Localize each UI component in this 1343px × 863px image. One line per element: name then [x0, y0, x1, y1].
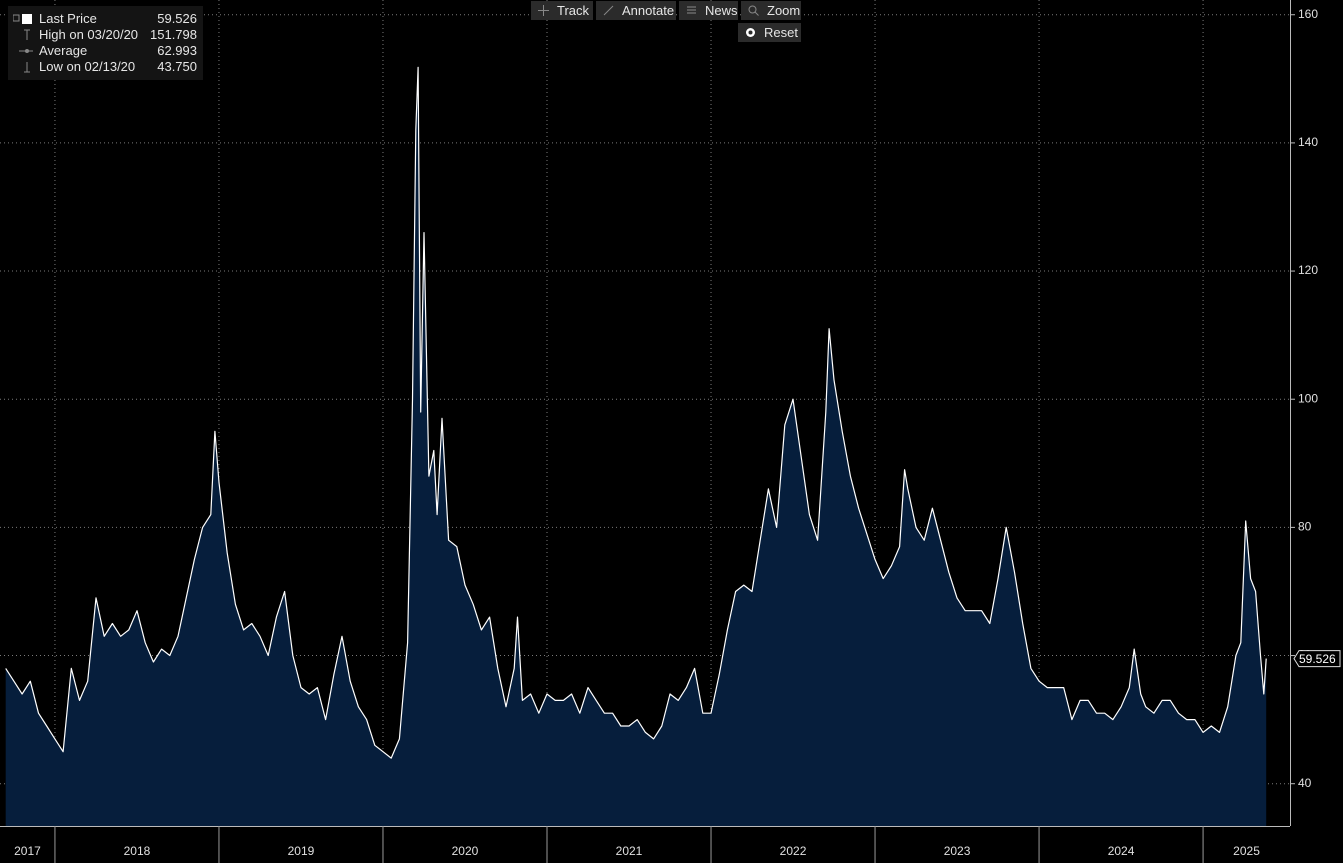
icon — [748, 5, 759, 16]
legend-row: High on 03/20/20 151.798 — [8, 27, 203, 43]
icon — [687, 6, 696, 14]
x-tick-label: 2022 — [780, 844, 807, 858]
legend-icon — [13, 14, 32, 24]
legend-icon — [24, 62, 30, 73]
button-label: Zoom — [767, 3, 801, 18]
news-button[interactable]: News — [679, 1, 738, 20]
x-tick-label: 2020 — [452, 844, 479, 858]
x-tick-label: 2024 — [1108, 844, 1135, 858]
legend-value: 59.526 — [157, 11, 197, 26]
x-tick-label: 2019 — [288, 844, 315, 858]
x-tick-label: 2017 — [14, 844, 41, 858]
legend-row: Average 62.993 — [8, 43, 203, 59]
x-tick-label: 2025 — [1233, 844, 1260, 858]
legend-value: 43.750 — [157, 59, 197, 74]
x-tick-label: 2018 — [124, 844, 151, 858]
track-button[interactable]: Track — [531, 1, 593, 20]
button-label: Track — [557, 3, 590, 18]
button-label: Reset — [764, 25, 798, 40]
legend-icon — [19, 49, 33, 53]
y-tick-label: 80 — [1298, 520, 1312, 534]
button-label: News — [705, 3, 738, 18]
legend-label: Average — [39, 43, 88, 58]
y-tick-label: 40 — [1298, 776, 1312, 790]
last-price-tag — [1293, 650, 1341, 668]
legend-value: 62.993 — [157, 43, 197, 58]
price-line — [5, 66, 1267, 759]
legend-label: Low on 02/13/20 — [39, 59, 136, 74]
icon — [603, 5, 614, 16]
icon — [746, 28, 755, 37]
y-tick-label: 140 — [1298, 135, 1318, 149]
y-tick-label: 160 — [1298, 7, 1318, 21]
legend: Last Price 59.526 High on 03/20/20 151.7… — [8, 6, 203, 80]
legend-row: Low on 02/13/20 43.750 — [8, 59, 203, 75]
legend-icon — [24, 29, 30, 40]
legend-label: High on 03/20/20 — [39, 27, 139, 42]
y-tick-label: 100 — [1298, 391, 1318, 405]
x-tick-label: 2021 — [616, 844, 643, 858]
legend-value: 151.798 — [150, 27, 197, 42]
annotate-button[interactable]: Annotate — [596, 1, 676, 20]
legend-label: Last Price — [39, 11, 97, 26]
legend-row: Last Price 59.526 — [8, 11, 203, 27]
area-fill — [5, 67, 1267, 827]
x-tick-label: 2023 — [944, 844, 971, 858]
icon — [538, 5, 549, 16]
y-tick-label: 120 — [1298, 263, 1318, 277]
reset-button[interactable]: Reset — [738, 23, 801, 42]
button-label: Annotate — [622, 3, 675, 18]
last-price-label: 59.526 — [1299, 652, 1336, 666]
zoom-button[interactable]: Zoom — [741, 1, 801, 20]
